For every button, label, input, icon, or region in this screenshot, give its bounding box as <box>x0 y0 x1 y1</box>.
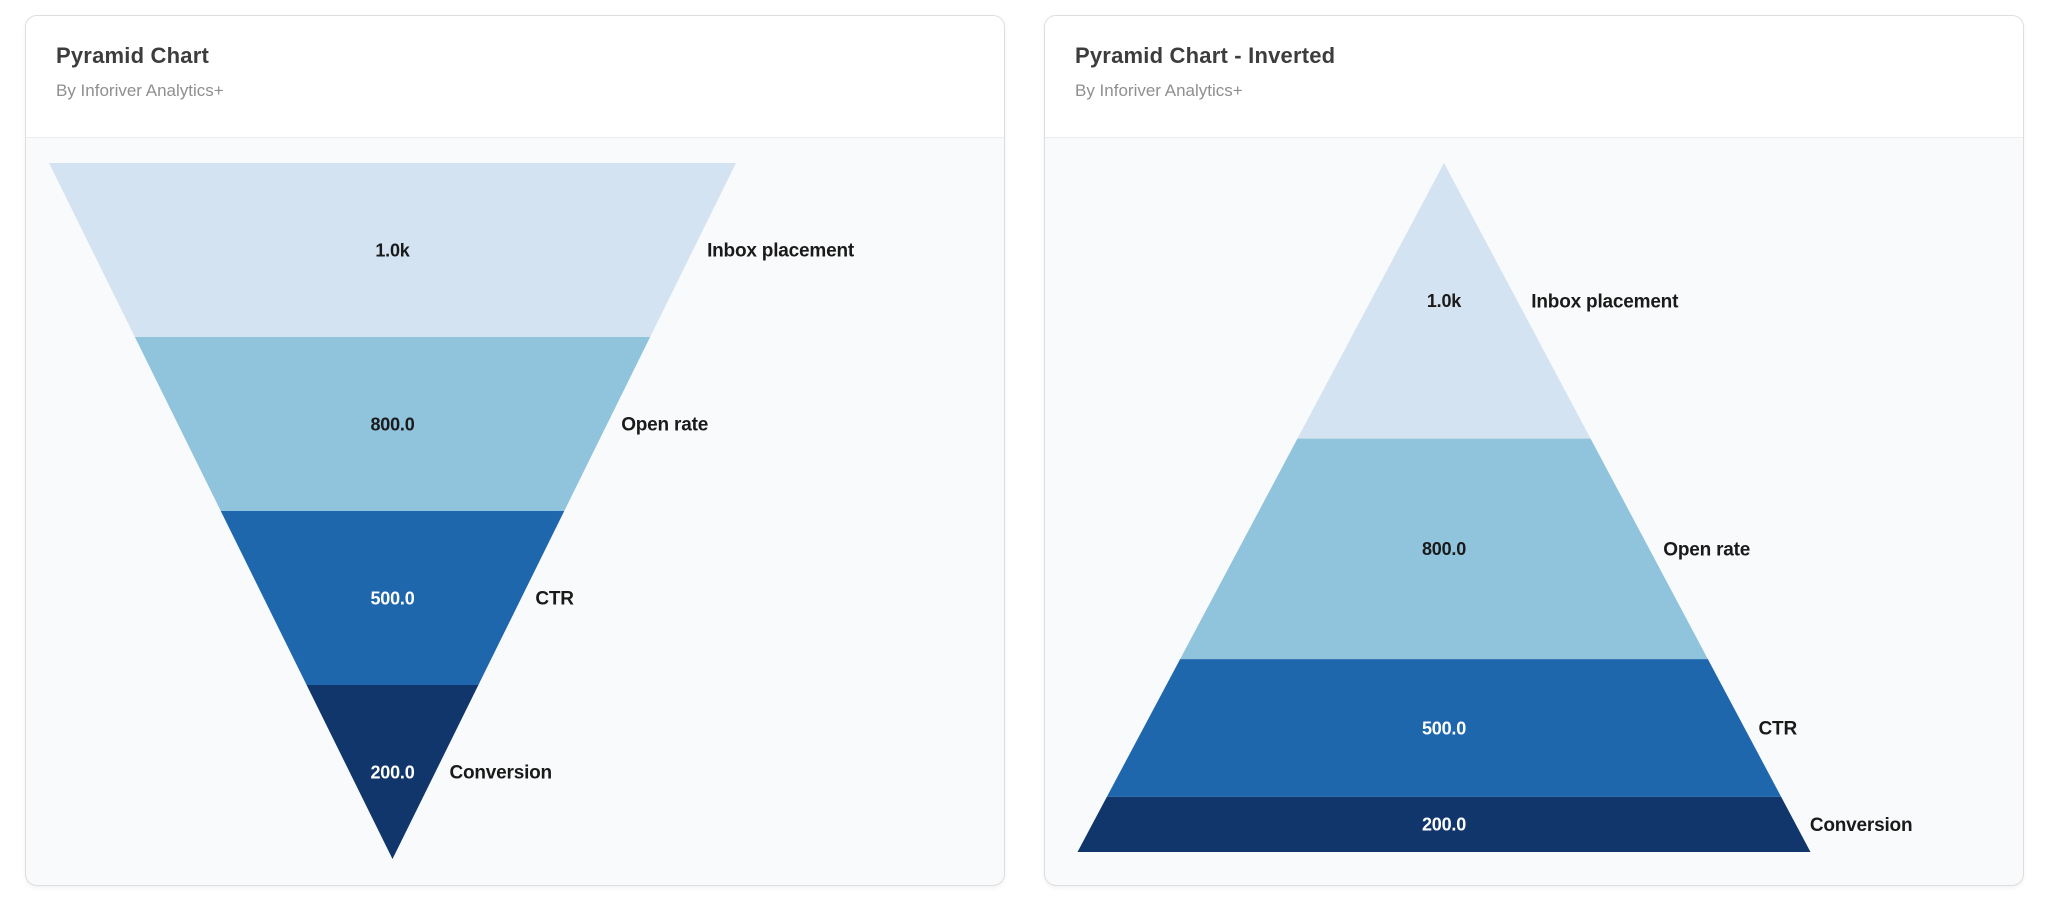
card-pyramid-chart-inverted: Pyramid Chart - Inverted By Inforiver An… <box>1044 15 2024 886</box>
value-label-inbox-placement: 1.0k <box>375 240 410 260</box>
value-label-conversion: 200.0 <box>1422 815 1466 835</box>
category-label-inbox-placement: Inbox placement <box>707 241 855 262</box>
card-header: Pyramid Chart By Inforiver Analytics+ <box>26 16 1004 138</box>
pyramid-segment-ctr[interactable] <box>220 511 565 685</box>
pyramid-chart-svg[interactable]: 1.0k Inbox placement 800.0 Open rate 500.0 CT… <box>26 138 1004 885</box>
category-label-inbox-placement: Inbox placement <box>1531 291 1679 312</box>
pyramid-segment-conversion[interactable] <box>1077 796 1811 852</box>
category-label-conversion: Conversion <box>1810 815 1913 836</box>
category-label-conversion: Conversion <box>449 763 552 784</box>
pyramid-segment-ctr[interactable] <box>1106 659 1782 797</box>
pyramid-segment-conversion[interactable] <box>306 685 479 859</box>
card-title: Pyramid Chart <box>56 43 209 68</box>
category-label-ctr: CTR <box>535 589 574 610</box>
pyramid-segment-inbox-placement[interactable] <box>1297 163 1591 439</box>
value-label-inbox-placement: 1.0k <box>1427 291 1462 311</box>
pyramid-segment-open-rate[interactable] <box>134 337 651 511</box>
value-label-ctr: 500.0 <box>1422 718 1466 738</box>
pyramid-segment-open-rate[interactable] <box>1180 438 1708 660</box>
category-label-ctr: CTR <box>1759 719 1798 740</box>
chart-area: 1.0k Inbox placement 800.0 Open rate 500.0 CT… <box>26 138 1004 885</box>
chart-area: 1.0k Inbox placement 800.0 Open rate 500.0 CT… <box>1045 138 2023 885</box>
category-label-open-rate: Open rate <box>1663 539 1750 560</box>
category-label-open-rate: Open rate <box>621 415 708 436</box>
card-title: Pyramid Chart - Inverted <box>1075 43 1336 68</box>
value-label-open-rate: 800.0 <box>1422 539 1466 559</box>
pyramid-chart-inverted-svg[interactable]: 1.0k Inbox placement 800.0 Open rate 500.0 CT… <box>1045 138 2023 885</box>
card-subtitle: By Inforiver Analytics+ <box>1075 81 1243 100</box>
card-subtitle: By Inforiver Analytics+ <box>56 81 224 100</box>
card-pyramid-chart: Pyramid Chart By Inforiver Analytics+ 1.… <box>25 15 1005 886</box>
value-label-conversion: 200.0 <box>370 762 414 782</box>
value-label-open-rate: 800.0 <box>370 414 414 434</box>
card-header: Pyramid Chart - Inverted By Inforiver An… <box>1045 16 2023 138</box>
value-label-ctr: 500.0 <box>370 588 414 608</box>
pyramid-segment-inbox-placement[interactable] <box>49 163 736 337</box>
